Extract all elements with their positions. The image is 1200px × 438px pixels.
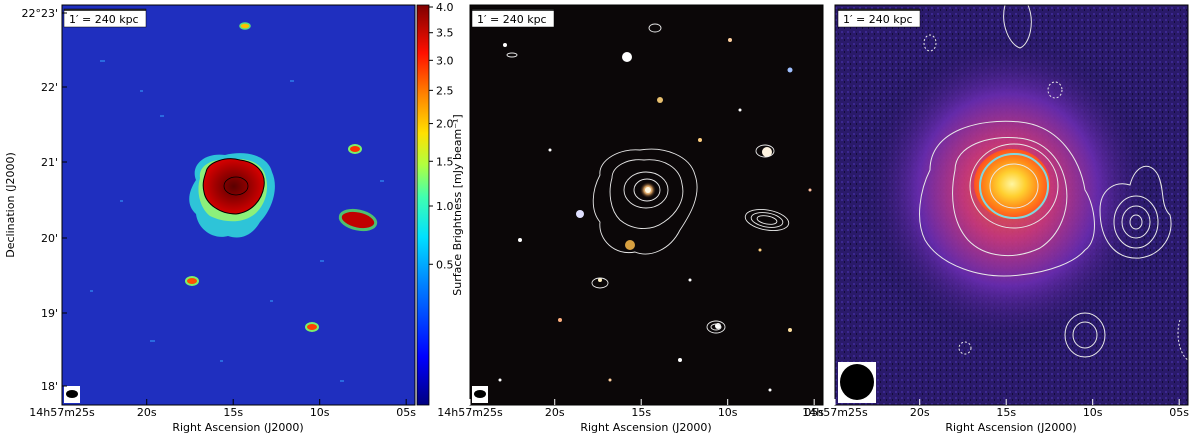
dec-tick-label: 18' [41,380,58,393]
dec-tick-label: 21' [41,156,58,169]
ra-tick-label: 05s [1169,406,1189,419]
source-ne [348,144,362,154]
ra-tick-label: 15s [223,406,243,419]
colorbar-tick-label: 2.0 [436,118,454,131]
ra-axis-label-mid: Right Ascension (J2000) [580,421,711,434]
dec-tick-label: 20' [41,232,58,245]
stars [498,38,812,392]
colorbar-tick-label: 3.0 [436,54,454,67]
xray-frame [834,4,1189,406]
colorbar-ticks: 4.0 3.5 3.0 2.5 2.0 1.5 1.0 0.5 [429,1,454,271]
colorbar-tick-label: 2.5 [436,84,454,97]
optical-frame [469,4,824,406]
dec-tick-label: 22°23' [21,7,58,20]
ra-tick-label: 14h57m25s [29,406,95,419]
ra-tick-label: 20s [910,406,930,419]
ra-tick-label: 15s [631,406,651,419]
radio-frame [61,4,416,406]
ra-tick-label: 10s [718,406,738,419]
noise-specks [90,60,384,382]
scale-bar-label-xray: 1′ = 240 kpc [843,13,913,26]
ra-tick-label: 14h57m25s [802,406,868,419]
colorbar-gradient [416,4,430,406]
beam-ellipse-xray [840,364,874,400]
source-se [305,322,319,332]
scale-bar-box [63,8,147,28]
colorbar-tick-label: 1.0 [436,200,454,213]
dec-axis-label: Declination (J2000) [4,152,17,258]
scale-bar-box-optical [471,8,555,28]
colorbar: 4.0 3.5 3.0 2.5 2.0 1.5 1.0 0.5 Surface Brightn… [416,1,464,406]
colorbar-tick-label: 1.5 [436,155,454,168]
beam-ellipse [66,390,78,398]
scale-bar-box-xray [837,8,921,28]
optical-image [470,5,823,405]
optical-contours [506,23,790,334]
ra-axis-label-right: Right Ascension (J2000) [945,421,1076,434]
halo-core-contour [223,176,249,196]
xray-panel: 1′ = 240 kpc [834,4,1189,406]
beam-ellipse-optical [474,390,486,398]
axis-ticks: 14h57m25s 20s 15s 10s 05s 14h57m25s 20s 15s 10s 0… [21,7,1189,419]
ra-tick-label: 20s [137,406,157,419]
ra-tick-label: 10s [310,406,330,419]
ra-tick-label: 20s [545,406,565,419]
ra-tick-label: 15s [996,406,1016,419]
scale-bar-label: 1′ = 240 kpc [69,13,139,26]
dec-tick-label: 22' [41,81,58,94]
radio-panel: 1′ = 240 kpc [61,4,416,406]
optical-panel: 1′ = 240 kpc [469,4,824,406]
ra-tick-label: 05s [396,406,416,419]
colorbar-tick-label: 0.5 [436,258,454,271]
ra-tick-label: 14h57m25s [437,406,503,419]
source-sw [185,276,199,286]
dec-tick-label: 19' [41,307,58,320]
ra-axis-label-left: Right Ascension (J2000) [172,421,303,434]
scale-bar-label-optical: 1′ = 240 kpc [477,13,547,26]
source-top [239,22,251,30]
halo-core [202,158,265,215]
colorbar-tick-label: 4.0 [436,1,454,14]
ra-tick-label: 10s [1083,406,1103,419]
source-east [338,208,378,232]
xray-contours [919,4,1189,361]
colorbar-tick-label: 3.5 [436,27,454,40]
colorbar-label: Surface Brightness [mJy beam⁻¹] [451,114,464,295]
ra-tick-label: 05s [804,406,824,419]
